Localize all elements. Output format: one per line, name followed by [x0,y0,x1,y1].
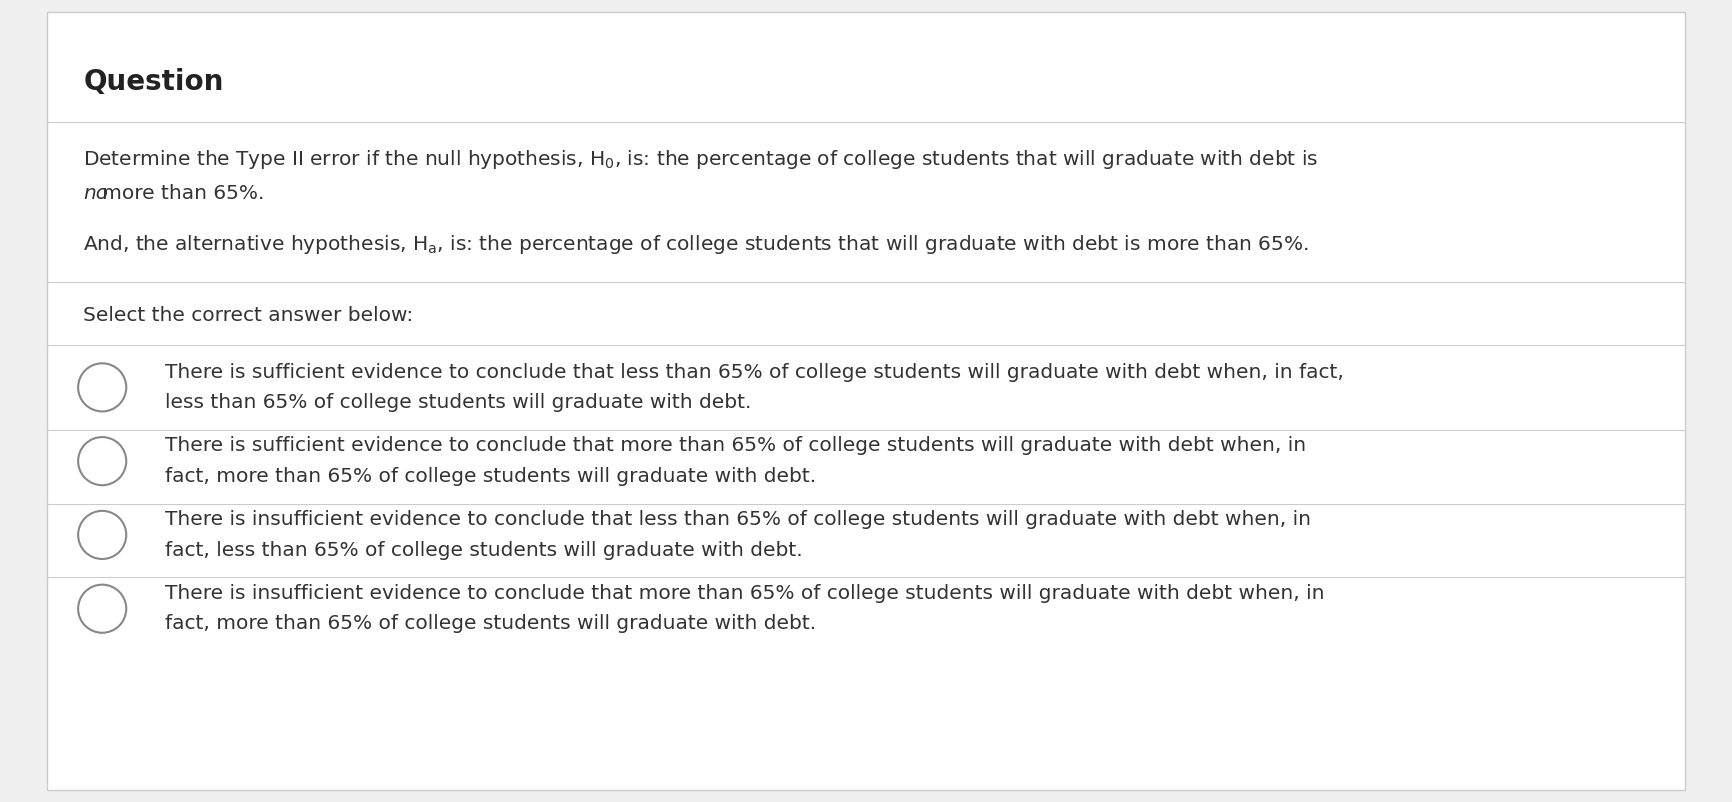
Text: There is sufficient evidence to conclude that more than 65% of college students : There is sufficient evidence to conclude… [165,436,1306,456]
Text: fact, more than 65% of college students will graduate with debt.: fact, more than 65% of college students … [165,467,816,486]
Text: And, the alternative hypothesis, $\mathrm{H_a}$, is: the percentage of college s: And, the alternative hypothesis, $\mathr… [83,233,1309,256]
Text: There is sufficient evidence to conclude that less than 65% of college students : There is sufficient evidence to conclude… [165,363,1344,382]
Text: no: no [83,184,109,204]
Text: more than 65%.: more than 65%. [83,184,265,204]
Text: Question: Question [83,68,223,96]
Text: Select the correct answer below:: Select the correct answer below: [83,306,414,326]
Text: Determine the Type II error if the null hypothesis, $\mathrm{H_0}$, is: the perc: Determine the Type II error if the null … [83,148,1318,172]
Text: fact, more than 65% of college students will graduate with debt.: fact, more than 65% of college students … [165,614,816,634]
Text: There is insufficient evidence to conclude that more than 65% of college student: There is insufficient evidence to conclu… [165,584,1323,603]
FancyBboxPatch shape [47,12,1685,790]
Text: fact, less than 65% of college students will graduate with debt.: fact, less than 65% of college students … [165,541,802,560]
Text: There is insufficient evidence to conclude that less than 65% of college student: There is insufficient evidence to conclu… [165,510,1311,529]
Text: less than 65% of college students will graduate with debt.: less than 65% of college students will g… [165,393,752,412]
